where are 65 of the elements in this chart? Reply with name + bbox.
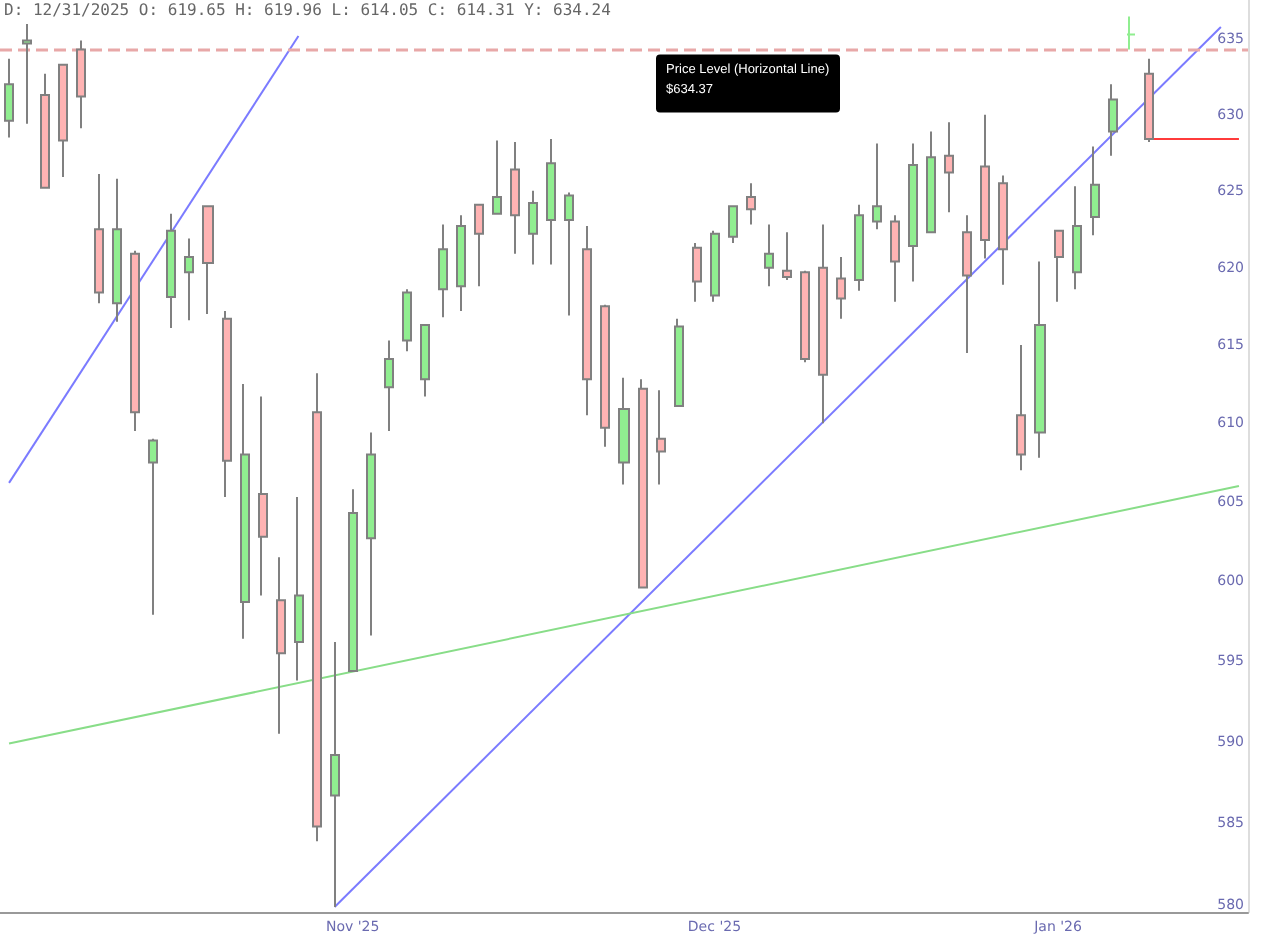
candlestick — [564, 191, 574, 317]
candlestick — [240, 383, 250, 640]
candlestick — [692, 242, 702, 303]
candlestick — [384, 339, 394, 432]
candlestick — [76, 39, 86, 130]
candlestick — [600, 303, 610, 448]
candlestick — [582, 225, 592, 417]
candlestick — [656, 389, 666, 486]
candlestick — [1016, 344, 1026, 472]
candlestick — [764, 223, 774, 288]
candlestick — [58, 63, 68, 179]
candlestick — [420, 323, 430, 398]
candlestick — [222, 309, 232, 499]
candlestick — [854, 203, 864, 292]
candlestick — [438, 223, 448, 319]
candlestick — [746, 182, 756, 226]
candlestick — [818, 223, 828, 425]
candlestick — [1126, 15, 1136, 51]
candlestick — [4, 57, 14, 139]
candlestick — [728, 205, 738, 245]
candlestick — [926, 130, 936, 234]
candlestick — [944, 121, 954, 214]
candlestick — [148, 437, 158, 616]
candlestick — [782, 231, 792, 282]
candlestick — [800, 269, 810, 364]
candlestick — [348, 488, 358, 672]
annotation: D: 12/31/2025 O: 619.65 H: 619.96 L: 614.05 C: 614.31 Y: 634.24 — [4, 1, 612, 19]
candlestick — [474, 203, 484, 288]
candlestick — [492, 139, 502, 215]
candlestick — [402, 288, 412, 353]
candlestick — [202, 205, 214, 316]
candlestick — [184, 237, 194, 322]
candlestick — [1108, 83, 1118, 157]
candlestick — [258, 395, 268, 597]
candlestick — [112, 177, 122, 323]
candlestick — [94, 173, 104, 305]
candlestick — [312, 372, 322, 843]
candlestick — [510, 141, 520, 255]
candlestick — [1054, 229, 1064, 303]
candlestick — [528, 189, 538, 266]
candlestick — [40, 72, 50, 189]
candlestick — [130, 249, 140, 432]
candlestick — [1072, 185, 1082, 291]
candlestick — [908, 142, 918, 283]
candlestick — [674, 317, 684, 407]
candlestick — [638, 378, 648, 589]
candlestick — [998, 174, 1008, 286]
candlestick — [1090, 145, 1100, 237]
candlestick — [22, 23, 32, 125]
candlestick — [456, 214, 466, 312]
candlestick — [330, 640, 340, 909]
candlestick — [836, 255, 846, 320]
candlestick — [276, 556, 286, 735]
candlestick — [618, 376, 630, 486]
candlestick — [366, 431, 376, 637]
candlestick — [962, 214, 972, 354]
candlestick — [1034, 260, 1046, 459]
candlestick — [890, 214, 900, 303]
candlestick — [710, 229, 720, 303]
candlestick — [166, 212, 176, 330]
candlestick — [294, 496, 304, 682]
candlestick — [546, 137, 556, 266]
candlestick — [980, 113, 990, 260]
candlestick — [1144, 57, 1154, 144]
candlestick — [872, 142, 882, 231]
